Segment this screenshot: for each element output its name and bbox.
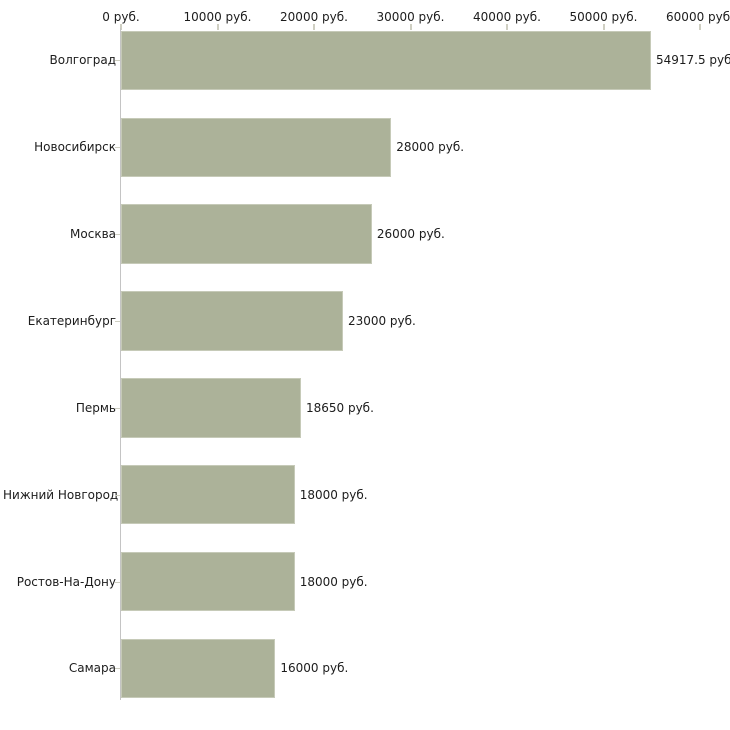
x-axis-tick-label: 20000 руб. bbox=[280, 10, 348, 24]
y-axis-tick-mark bbox=[115, 321, 120, 322]
bar bbox=[121, 291, 343, 351]
y-axis-tick-mark bbox=[115, 60, 120, 61]
x-axis-tick-label: 50000 руб. bbox=[569, 10, 638, 24]
bar bbox=[121, 378, 301, 438]
x-axis-tick-mark bbox=[120, 24, 122, 30]
value-label: 18650 руб. bbox=[305, 400, 374, 415]
category-label: Пермь bbox=[75, 400, 116, 415]
value-label: 23000 руб. bbox=[347, 313, 416, 328]
x-axis-tick-label: 40000 руб. bbox=[473, 10, 541, 24]
category-label: Нижний Новгород bbox=[3, 487, 119, 502]
value-label: 18000 руб. bbox=[299, 574, 368, 589]
x-axis-tick-mark bbox=[602, 24, 605, 30]
y-axis-tick-mark bbox=[115, 234, 120, 235]
x-axis-tick-mark bbox=[313, 24, 315, 30]
y-axis-tick-mark bbox=[115, 408, 120, 409]
bar bbox=[121, 117, 392, 177]
value-label: 16000 руб. bbox=[280, 661, 349, 676]
x-axis-tick-label: 0 руб. bbox=[102, 10, 140, 24]
y-axis-tick-mark bbox=[115, 147, 120, 148]
category-label: Москва bbox=[70, 227, 116, 242]
y-axis-tick-mark bbox=[115, 495, 120, 496]
bar bbox=[121, 638, 276, 699]
category-label: Екатеринбург bbox=[27, 313, 116, 328]
bar bbox=[121, 551, 295, 612]
category-label: Новосибирск bbox=[34, 140, 116, 155]
category-label: Ростов-На-Дону bbox=[16, 574, 116, 589]
category-label: Волгоград bbox=[49, 53, 116, 68]
value-label: 18000 руб. bbox=[299, 487, 368, 502]
bar bbox=[121, 204, 372, 264]
x-axis-tick-label: 60000 руб. bbox=[666, 10, 730, 24]
y-axis-tick-mark bbox=[115, 668, 120, 669]
x-axis-tick-mark bbox=[699, 24, 701, 30]
bar bbox=[121, 464, 295, 525]
y-axis-line bbox=[120, 28, 121, 700]
value-label: 26000 руб. bbox=[376, 227, 445, 242]
x-axis-tick-mark bbox=[506, 24, 508, 30]
y-axis-tick-mark bbox=[115, 582, 120, 583]
x-axis-tick-label: 30000 руб. bbox=[376, 10, 445, 24]
value-label: 54917.5 руб. bbox=[655, 53, 730, 68]
category-label: Самара bbox=[68, 661, 116, 676]
value-label: 28000 руб. bbox=[396, 140, 465, 155]
x-axis-tick-mark bbox=[216, 24, 219, 30]
x-axis-tick-mark bbox=[409, 24, 412, 30]
bar bbox=[121, 30, 651, 91]
x-axis-tick-label: 10000 руб. bbox=[183, 10, 252, 24]
